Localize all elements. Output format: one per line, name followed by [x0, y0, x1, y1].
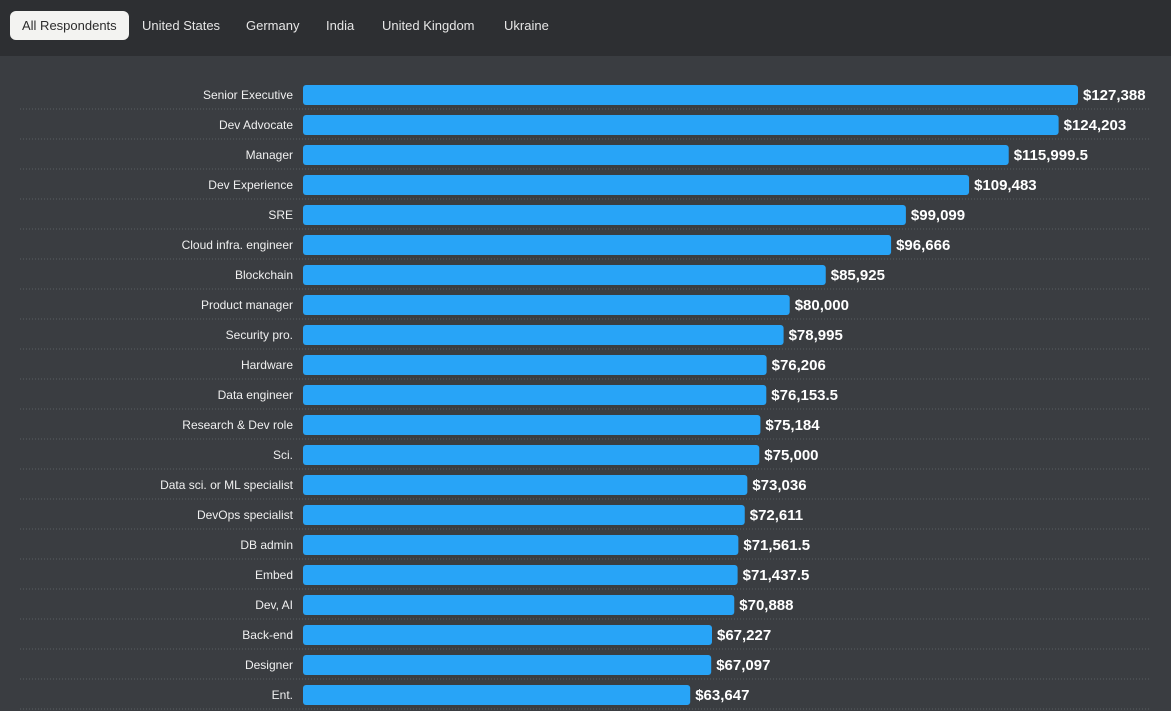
- category-label: Cloud infra. engineer: [182, 238, 293, 252]
- bar[interactable]: [303, 655, 712, 675]
- bar[interactable]: [303, 625, 712, 645]
- value-label: $71,561.5: [743, 537, 810, 554]
- category-label: Research & Dev role: [182, 418, 293, 432]
- bar[interactable]: [303, 235, 892, 255]
- tab-all-respondents[interactable]: All Respondents: [10, 11, 129, 40]
- value-label: $75,000: [764, 447, 818, 464]
- category-label: SRE: [268, 208, 293, 222]
- value-label: $73,036: [752, 477, 806, 494]
- bar[interactable]: [303, 85, 1078, 105]
- tab-germany[interactable]: Germany: [246, 18, 300, 33]
- value-label: $67,227: [717, 627, 771, 644]
- bar[interactable]: [303, 445, 760, 465]
- bar[interactable]: [303, 265, 826, 285]
- category-label: Data engineer: [218, 388, 293, 402]
- tab-ukraine[interactable]: Ukraine: [504, 18, 549, 33]
- category-label: Sci.: [273, 448, 293, 462]
- bar[interactable]: [303, 565, 738, 585]
- value-label: $115,999.5: [1014, 147, 1088, 164]
- bar[interactable]: [303, 175, 970, 195]
- bar[interactable]: [303, 535, 739, 555]
- value-label: $109,483: [974, 177, 1037, 194]
- category-label: Blockchain: [235, 268, 293, 282]
- salary-bar-chart: Senior Executive $127,388 Dev Advocate $124…: [0, 56, 1171, 711]
- bar[interactable]: [303, 115, 1059, 135]
- tab-united-kingdom[interactable]: United Kingdom: [382, 18, 475, 33]
- value-label: $124,203: [1064, 117, 1127, 134]
- tab-united-states[interactable]: United States: [142, 18, 221, 33]
- category-label: Dev Advocate: [219, 118, 293, 132]
- bar[interactable]: [303, 205, 906, 225]
- bar[interactable]: [303, 325, 784, 345]
- value-label: $78,995: [789, 327, 843, 344]
- category-label: Back-end: [242, 628, 293, 642]
- category-label: Senior Executive: [203, 88, 293, 102]
- value-label: $76,206: [772, 357, 826, 374]
- bar[interactable]: [303, 415, 761, 435]
- category-label: Dev Experience: [208, 178, 293, 192]
- category-label: Security pro.: [226, 328, 293, 342]
- bar[interactable]: [303, 145, 1009, 165]
- category-label: Ent.: [272, 688, 293, 702]
- category-label: DB admin: [240, 538, 293, 552]
- bar[interactable]: [303, 295, 790, 315]
- category-label: Designer: [245, 658, 293, 672]
- bar[interactable]: [303, 685, 691, 705]
- category-label: DevOps specialist: [197, 508, 294, 522]
- bar[interactable]: [303, 595, 735, 615]
- value-label: $127,388: [1083, 87, 1146, 104]
- category-label: Dev, AI: [255, 598, 293, 612]
- value-label: $96,666: [896, 237, 950, 254]
- value-label: $76,153.5: [771, 387, 838, 404]
- bar[interactable]: [303, 385, 767, 405]
- value-label: $85,925: [831, 267, 885, 284]
- value-label: $63,647: [695, 687, 749, 704]
- category-label: Data sci. or ML specialist: [160, 478, 294, 492]
- category-label: Manager: [246, 148, 293, 162]
- bar[interactable]: [303, 475, 748, 495]
- value-label: $80,000: [795, 297, 849, 314]
- chart-svg: Senior Executive $127,388 Dev Advocate $124…: [20, 85, 1151, 710]
- tab-india[interactable]: India: [326, 18, 355, 33]
- category-label: Hardware: [241, 358, 293, 372]
- region-tab-bar: All Respondents United States Germany In…: [0, 0, 1171, 56]
- category-label: Embed: [255, 568, 293, 582]
- value-label: $71,437.5: [743, 567, 810, 584]
- value-label: $70,888: [739, 597, 793, 614]
- value-label: $75,184: [765, 417, 820, 434]
- value-label: $99,099: [911, 207, 965, 224]
- value-label: $67,097: [716, 657, 770, 674]
- category-label: Product manager: [201, 298, 293, 312]
- bar[interactable]: [303, 505, 745, 525]
- bar[interactable]: [303, 355, 767, 375]
- value-label: $72,611: [750, 507, 803, 524]
